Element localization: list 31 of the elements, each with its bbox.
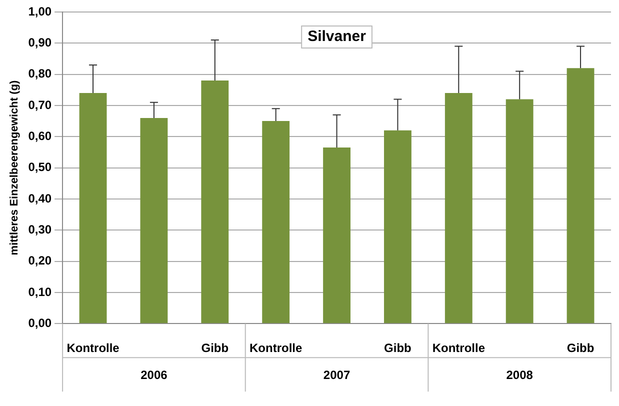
bar	[201, 80, 229, 324]
bar	[79, 93, 107, 324]
bar	[140, 118, 168, 324]
bar	[384, 130, 412, 324]
y-tick-label: 0,70	[28, 98, 52, 112]
bar	[566, 68, 594, 324]
y-tick-label: 0,10	[28, 284, 52, 299]
y-tick-label: 0,20	[28, 254, 52, 268]
x-tick-label: Gibb	[384, 341, 412, 356]
y-axis-title: mittleres Einzelbeerengewicht (g)	[8, 80, 21, 256]
y-tick-label: 0,30	[28, 222, 52, 236]
bar	[323, 148, 350, 324]
text: Silvaner	[308, 28, 366, 46]
text: 2006	[140, 368, 168, 382]
y-tick-label: 0,50	[28, 160, 52, 174]
x-tick-label: Kontrolle	[66, 341, 120, 356]
y-tick-label: 0,60	[28, 128, 52, 143]
bar	[506, 99, 534, 324]
y-tick-label: 0,00	[28, 316, 52, 330]
y-tick-label: 0,40	[28, 191, 52, 206]
y-tick-label: 0,90	[28, 35, 52, 50]
text: 2008	[506, 368, 534, 382]
x-tick-label: Gibb	[201, 341, 229, 356]
x-tick-label: Gibb	[566, 341, 594, 356]
y-tick-label: 1,00	[28, 4, 52, 18]
y-tick-label: 0,80	[28, 66, 52, 81]
bar	[444, 93, 472, 324]
x-tick-label: Kontrolle	[250, 341, 302, 356]
x-tick-label: Kontrolle	[432, 341, 486, 356]
bar	[262, 121, 290, 324]
text: 2007	[323, 368, 350, 382]
